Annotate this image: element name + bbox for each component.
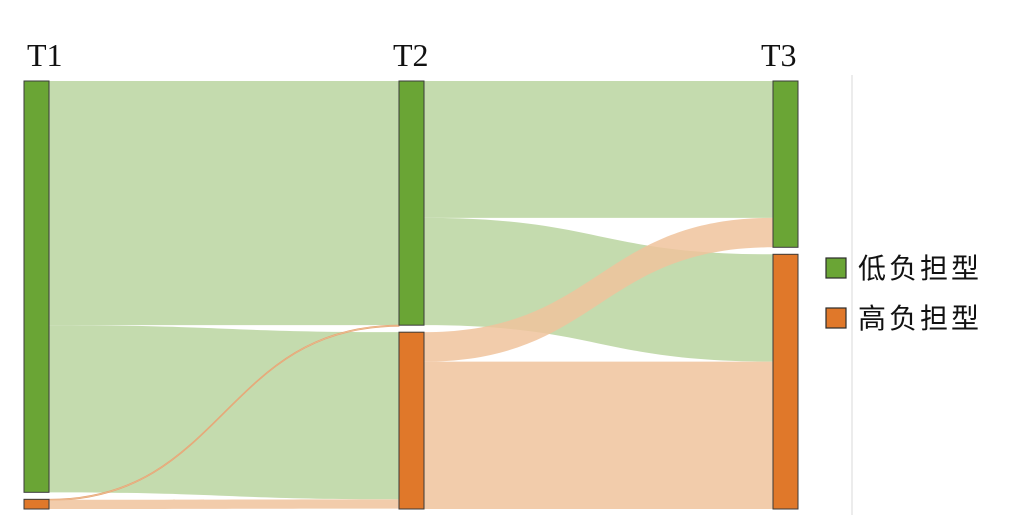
legend-swatch-high-burden — [825, 307, 847, 329]
flow-t1-low-burden-to-t2-low-burden — [49, 81, 399, 326]
flow-t1-high-burden-to-t2-low-burden — [48, 324, 400, 501]
stage-label-t3: T3 — [761, 37, 797, 73]
flow-t2-high-burden-to-t3-low-burden — [424, 217, 773, 362]
node-t1-high-burden — [23, 498, 50, 510]
flow-links — [48, 81, 773, 509]
node-t2-low-burden — [398, 80, 425, 326]
flow-t2-low-burden-to-t3-low-burden — [424, 81, 773, 218]
node-t3-high-burden — [772, 253, 799, 510]
legend-label-high-burden: 高负担型 — [858, 302, 982, 335]
node-t3-low-burden — [772, 80, 799, 248]
stage-nodes — [23, 80, 799, 510]
node-t1-low-burden — [23, 80, 50, 493]
stage-label-t2: T2 — [393, 37, 429, 73]
legend-label-low-burden: 低负担型 — [858, 252, 982, 285]
stage-labels: T1 T2 T3 — [27, 37, 797, 73]
node-t2-high-burden — [398, 331, 425, 510]
stage-label-t1: T1 — [27, 37, 63, 73]
legend: 低负担型 高负担型 — [825, 252, 982, 335]
flow-t2-high-burden-to-t3-high-burden — [424, 361, 773, 509]
legend-swatch-low-burden — [825, 257, 847, 279]
flow-t1-high-burden-to-t2-high-burden — [49, 499, 399, 509]
